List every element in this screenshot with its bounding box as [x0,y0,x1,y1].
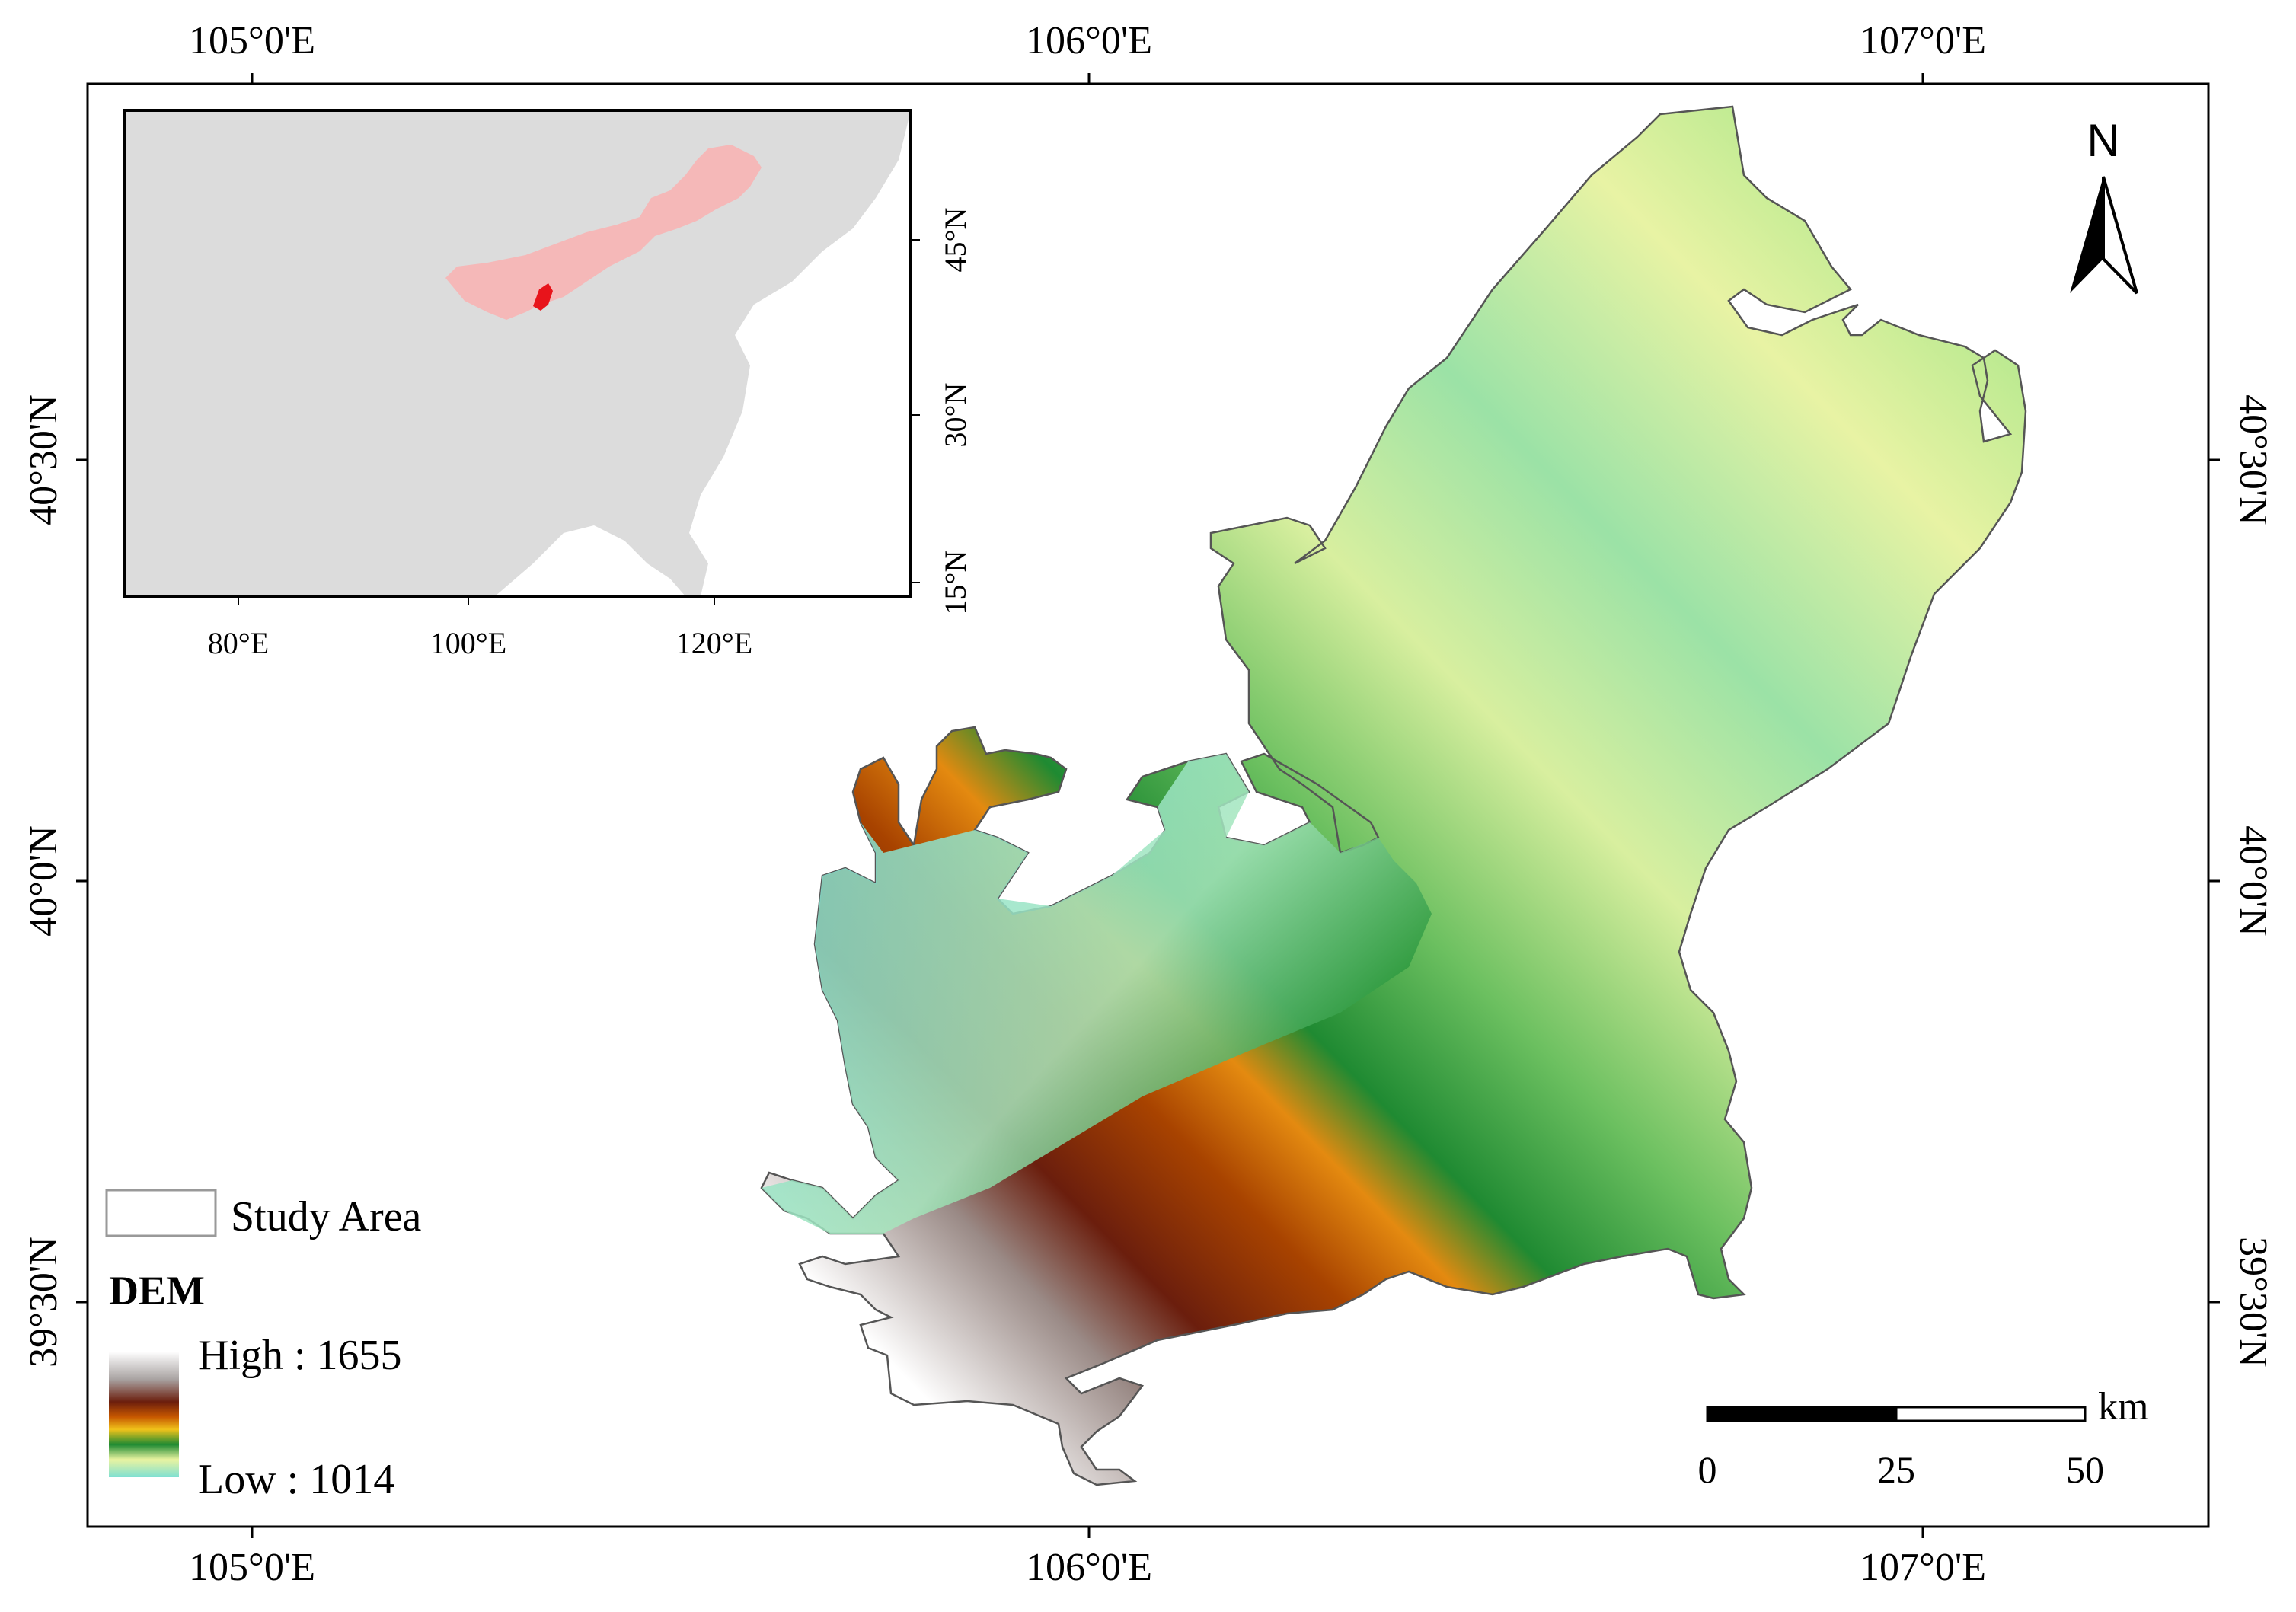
scale-label-25: 25 [1877,1448,1915,1491]
left-tick-40-30n: 40°30'N [22,394,65,525]
legend-high-label: High : 1655 [198,1332,402,1379]
inset-tick-30n: 30°N [938,382,972,448]
scale-unit: km [2098,1385,2149,1428]
inset-frame [123,109,912,598]
top-tick-105e: 105°0'E [189,19,315,62]
legend-study-area-swatch [105,1189,217,1237]
inset-tick-15n: 15°N [938,550,972,615]
bottom-tick-106e: 106°0'E [1026,1546,1152,1589]
inset-tick-100e: 100°E [430,626,507,660]
study-area-marker [533,283,553,311]
right-tick-40n: 40°0'N [2231,825,2275,937]
inset-tick-80e: 80°E [207,626,270,660]
legend-low-label: Low : 1014 [198,1456,395,1503]
top-tick-107e: 107°0'E [1860,19,1986,62]
scale-bar [1706,1406,2087,1422]
inner-mongolia-region [445,145,762,320]
bottom-tick-107e: 107°0'E [1860,1546,1986,1589]
right-tick-40-30n: 40°30'N [2231,394,2275,525]
frame-ticks [76,73,2220,1538]
north-arrow-icon [2070,176,2138,295]
top-tick-106e: 106°0'E [1026,19,1152,62]
scale-label-50: 50 [2066,1448,2104,1491]
left-tick-39-30n: 39°30'N [22,1237,65,1368]
inset-tick-45n: 45°N [938,207,972,273]
inset-tick-120e: 120°E [675,626,753,660]
scale-label-0: 0 [1697,1448,1717,1491]
legend-study-area-label: Study Area [231,1193,422,1240]
dem-west-basin [762,754,1432,1234]
legend-dem-title: DEM [109,1268,205,1314]
study-area [760,105,2027,1486]
inset-sea [689,110,911,596]
inset-map [123,109,920,605]
north-label: N [2087,115,2120,166]
inset-sea-south [495,525,685,596]
legend-dem-ramp [109,1352,179,1477]
right-tick-39-30n: 39°30'N [2231,1237,2275,1368]
left-tick-40n: 40°0'N [22,825,65,937]
bottom-tick-105e: 105°0'E [189,1546,315,1589]
dem-raster [760,105,2027,1486]
